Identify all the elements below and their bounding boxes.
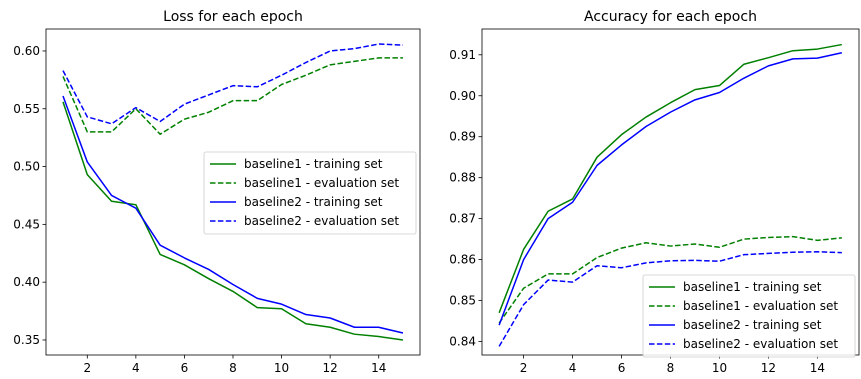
accuracy-legend-label: baseline2 - training set [683,318,822,332]
accuracy-y-tick-label: 0.90 [449,89,476,103]
accuracy-y-tick-label: 0.86 [449,253,476,267]
loss-y-tick-label: 0.50 [13,160,40,174]
accuracy-chart: Accuracy for each epoch 2 4 6 8 10 12 14 0.84 0.8… [449,9,860,375]
loss-x-tick-label: 14 [371,361,386,375]
loss-x-tick-label: 6 [181,361,189,375]
accuracy-x-tick-label: 14 [810,361,825,375]
accuracy-legend: baseline1 - training set baseline1 - eval… [642,274,856,358]
loss-x-tick-label: 12 [323,361,338,375]
loss-x-tick-label: 8 [229,361,237,375]
loss-y-tick-label: 0.35 [13,333,40,347]
loss-x-tick-label: 10 [274,361,289,375]
loss-legend-frame [203,151,417,235]
loss-legend-label: baseline2 - training set [244,195,383,209]
loss-legend-label: baseline2 - evaluation set [244,214,399,228]
accuracy-legend-label: baseline2 - evaluation set [683,337,838,351]
loss-x-tick-label: 4 [132,361,140,375]
accuracy-y-tick-label: 0.89 [449,130,476,144]
loss-x-tick-label: 2 [83,361,91,375]
accuracy-x-tick-label: 10 [712,361,727,375]
loss-series-1-line [62,101,404,341]
loss-legend: baseline1 - training set baseline1 - eval… [203,151,417,235]
accuracy-y-tick-label: 0.87 [449,212,476,226]
loss-y-tick-label: 0.60 [13,44,40,58]
accuracy-legend-frame [642,274,856,358]
loss-chart: Loss for each epoch 2 4 6 8 10 12 14 0.35 0.40 0.4… [13,9,421,375]
loss-series-2-line [62,57,403,135]
accuracy-series-1-line [498,43,842,314]
loss-legend-label: baseline1 - evaluation set [244,176,399,190]
loss-chart-title: Loss for each epoch [163,9,303,25]
accuracy-legend-label: baseline1 - evaluation set [683,299,838,313]
accuracy-y-tick-label: 0.85 [449,294,476,308]
accuracy-x-tick-label: 12 [761,361,776,375]
accuracy-chart-title: Accuracy for each epoch [584,9,757,25]
accuracy-y-tick-label: 0.88 [449,171,476,185]
loss-y-tick-label: 0.55 [13,102,40,116]
accuracy-x-tick-label: 6 [618,361,626,375]
accuracy-series-4-line [498,251,842,347]
loss-series-4-line [62,43,404,125]
accuracy-series-3-line [498,52,843,326]
loss-y-tick-label: 0.40 [13,275,40,289]
accuracy-x-tick-label: 8 [667,361,675,375]
loss-legend-label: baseline1 - training set [244,157,383,171]
loss-y-tick-label: 0.45 [13,217,40,231]
loss-series-3-line [62,95,404,334]
accuracy-x-tick-label: 2 [520,361,528,375]
accuracy-x-tick-label: 4 [569,361,577,375]
accuracy-series-2-line [498,235,842,324]
accuracy-legend-label: baseline1 - training set [683,280,822,294]
accuracy-y-tick-label: 0.91 [449,48,476,62]
accuracy-y-tick-label: 0.84 [449,334,476,348]
